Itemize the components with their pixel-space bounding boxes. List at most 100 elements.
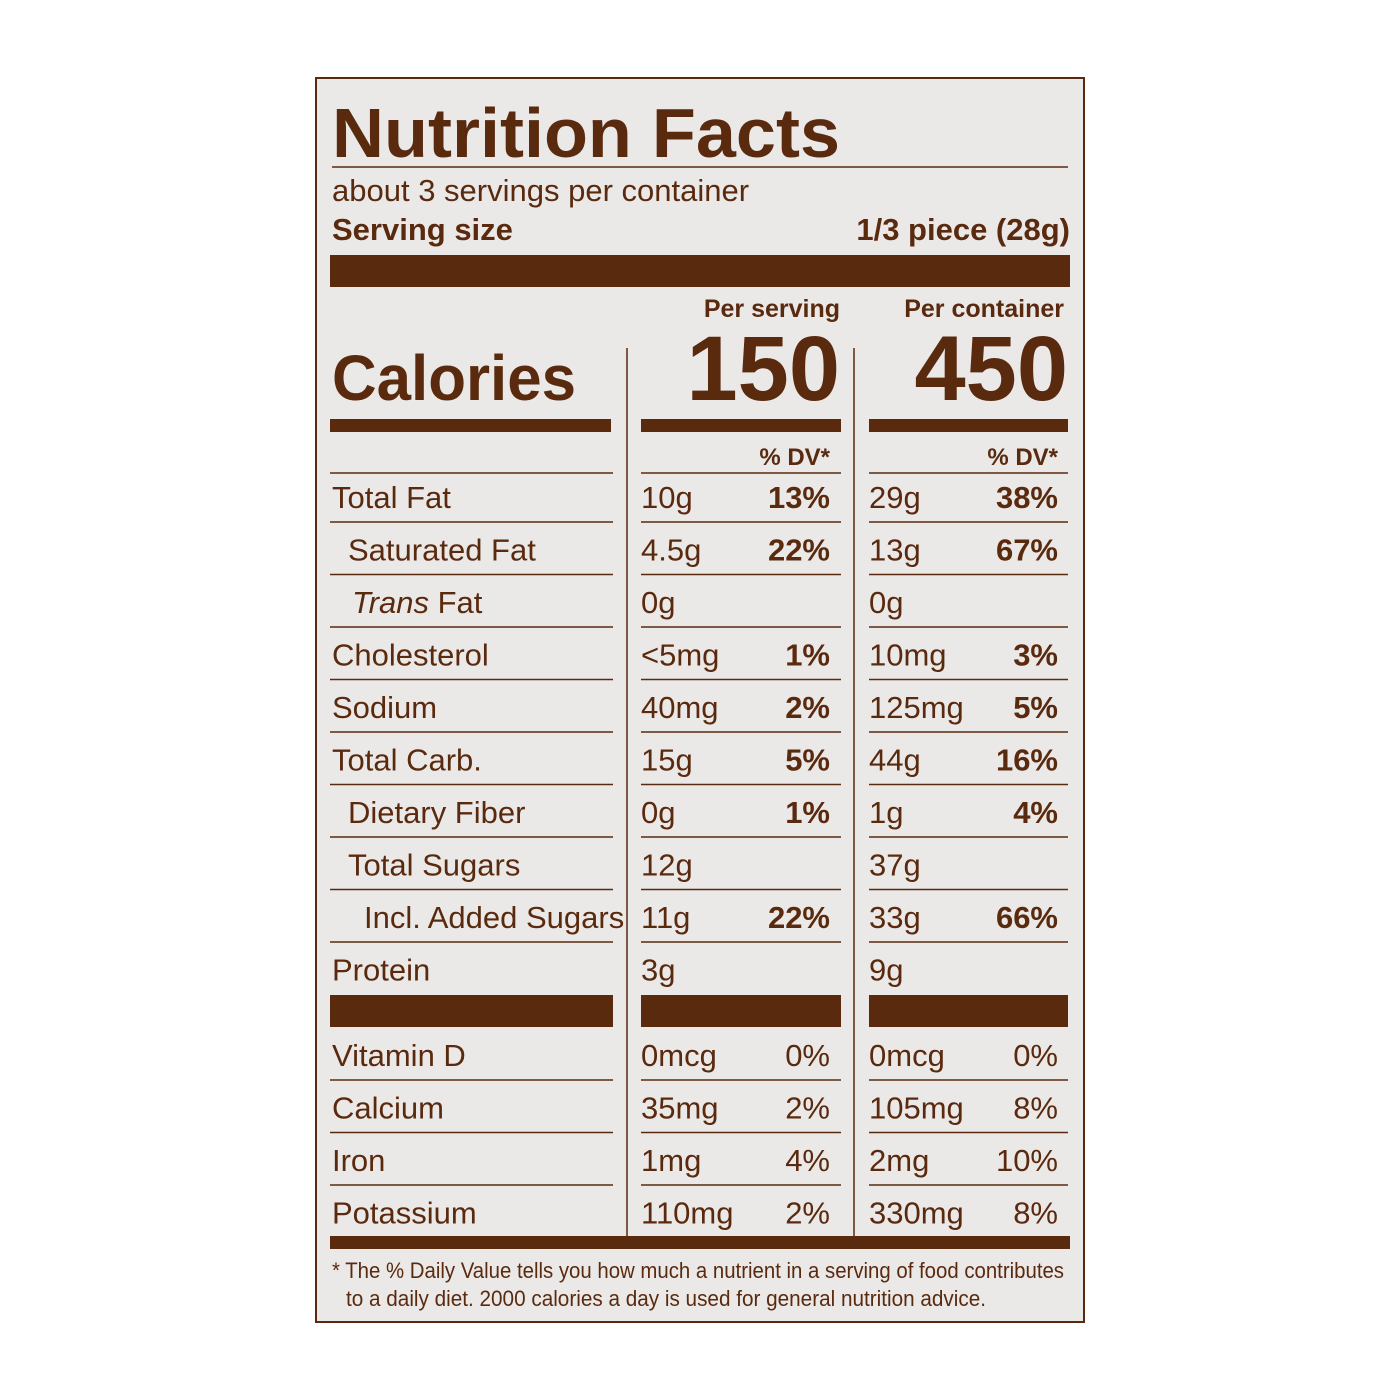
footnote: to a daily diet. 2000 calories a day is … (346, 1286, 986, 1311)
amount: 11g (641, 900, 690, 935)
daily-value: 8% (1013, 1196, 1058, 1231)
nutrient-name-text: Calcium (332, 1091, 444, 1126)
nutrient-name: Cholesterol (332, 638, 489, 673)
calories-label: Calories (332, 342, 576, 414)
amount: 12g (641, 848, 693, 883)
nutrient-name: Trans Fat (352, 585, 483, 620)
calories: 450 (915, 318, 1069, 420)
nutrient-name: Saturated Fat (348, 533, 536, 568)
nutrient-name-text: Total Fat (332, 480, 451, 515)
nutrient-name: Protein (332, 953, 430, 988)
nutrient-name-text: Total Carb. (332, 743, 482, 778)
amount: 3g (641, 953, 675, 988)
bar (869, 419, 1068, 432)
nutrient-name: Total Sugars (348, 848, 520, 883)
nutrient-name-text: Vitamin D (332, 1038, 466, 1073)
nutrient-name-italic: Trans (352, 585, 429, 620)
amount: 1mg (641, 1143, 701, 1178)
amount: 29g (869, 480, 921, 515)
nutrient-name: Iron (332, 1143, 385, 1178)
dv-header: % DV* (759, 444, 830, 471)
nutrient-name-text: Saturated Fat (348, 533, 536, 568)
daily-value: 2% (785, 690, 830, 725)
footnote: * The % Daily Value tells you how much a… (332, 1258, 1064, 1283)
servings: about 3 servings per container (332, 173, 749, 208)
daily-value: 4% (785, 1143, 830, 1178)
daily-value: 0% (1013, 1038, 1058, 1073)
nutrient-name: Calcium (332, 1091, 444, 1126)
daily-value: 5% (785, 743, 830, 778)
bar (869, 995, 1068, 1027)
nutrient-name-text: Protein (332, 953, 430, 988)
nutrient-name: Sodium (332, 690, 437, 725)
amount: 0g (641, 795, 675, 830)
title: Nutrition Facts (332, 94, 840, 172)
nutrient-name-text: Potassium (332, 1196, 477, 1231)
daily-value: 1% (785, 638, 830, 673)
amount: 2mg (869, 1143, 929, 1178)
thick-bar (330, 255, 1070, 287)
bar (641, 419, 841, 432)
daily-value: 38% (996, 480, 1058, 515)
nutrient-name: Vitamin D (332, 1038, 466, 1073)
amount: 33g (869, 900, 921, 935)
calories: 150 (687, 318, 841, 420)
nutrient-name-text: Iron (332, 1143, 385, 1178)
nutrient-name-text: Total Sugars (348, 848, 520, 883)
column-header: Per serving (704, 295, 840, 323)
bar (330, 995, 613, 1027)
nutrient-name: Total Fat (332, 480, 451, 515)
column-header: Per container (904, 295, 1064, 323)
nutrient-name: Potassium (332, 1196, 477, 1231)
amount: 110mg (641, 1196, 734, 1231)
amount: 15g (641, 743, 693, 778)
daily-value: 66% (996, 900, 1058, 935)
nutrient-name-text: Cholesterol (332, 638, 489, 673)
daily-value: 8% (1013, 1091, 1058, 1126)
amount: 40mg (641, 690, 719, 725)
daily-value: 22% (768, 900, 830, 935)
amount: 4.5g (641, 533, 701, 568)
daily-value: 10% (996, 1143, 1058, 1178)
daily-value: 16% (996, 743, 1058, 778)
daily-value: 0% (785, 1038, 830, 1073)
amount: 125mg (869, 690, 964, 725)
bar (330, 419, 611, 432)
amount: 0mcg (641, 1038, 717, 1073)
nutrient-name-text: Incl. Added Sugars (364, 900, 624, 935)
bar (641, 995, 841, 1027)
daily-value: 5% (1013, 690, 1058, 725)
nutrient-name: Total Carb. (332, 743, 482, 778)
nutrient-name-text: Fat (438, 585, 483, 620)
amount: 9g (869, 953, 903, 988)
daily-value: 3% (1013, 638, 1058, 673)
daily-value: 1% (785, 795, 830, 830)
nutrient-name-text: Sodium (332, 690, 437, 725)
daily-value: 13% (768, 480, 830, 515)
daily-value: 2% (785, 1091, 830, 1126)
daily-value: 2% (785, 1196, 830, 1231)
bar (330, 1236, 1070, 1249)
amount: 13g (869, 533, 921, 568)
serving-size: 1/3 piece (28g) (856, 212, 1070, 247)
amount: 330mg (869, 1196, 964, 1231)
nutrient-name: Dietary Fiber (348, 795, 525, 830)
serving-size-label: Serving size (332, 212, 513, 247)
nutrient-name-text: Dietary Fiber (348, 795, 525, 830)
amount: <5mg (641, 638, 719, 673)
daily-value: 22% (768, 533, 830, 568)
amount: 37g (869, 848, 921, 883)
amount: 0g (641, 585, 675, 620)
daily-value: 67% (996, 533, 1058, 568)
daily-value: 4% (1013, 795, 1058, 830)
amount: 0mcg (869, 1038, 945, 1073)
amount: 105mg (869, 1091, 964, 1126)
amount: 44g (869, 743, 921, 778)
dv-header: % DV* (987, 444, 1058, 471)
amount: 35mg (641, 1091, 719, 1126)
nutrient-name: Incl. Added Sugars (364, 900, 624, 935)
amount: 10mg (869, 638, 947, 673)
amount: 0g (869, 585, 903, 620)
amount: 10g (641, 480, 693, 515)
